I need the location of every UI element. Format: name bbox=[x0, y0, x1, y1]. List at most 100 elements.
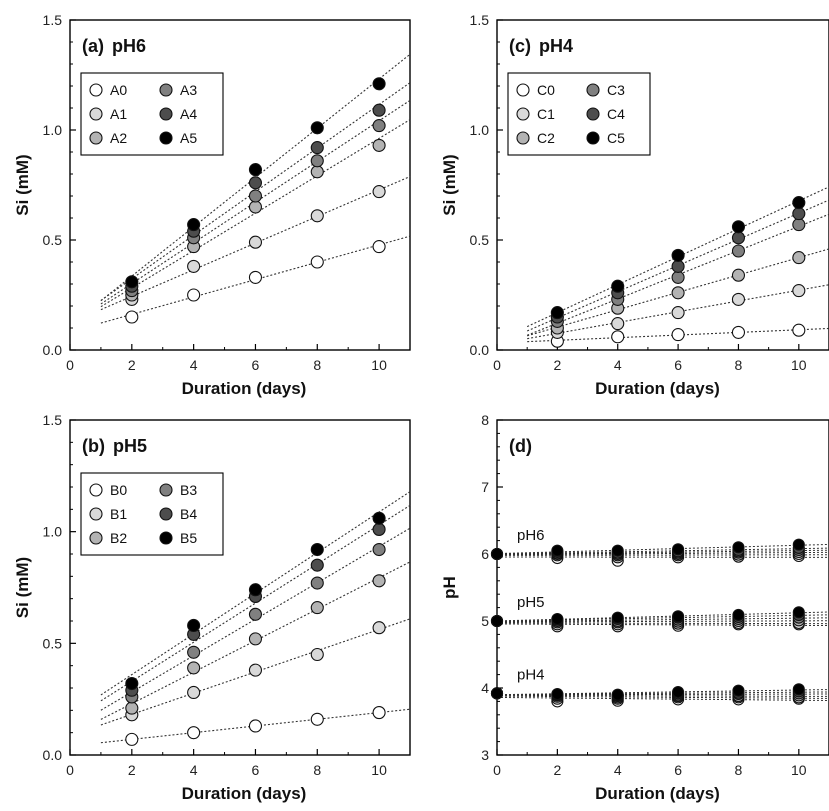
data-point-B2 bbox=[248, 632, 263, 646]
data-point-B4 bbox=[310, 558, 324, 572]
data-point-C5 bbox=[792, 196, 806, 210]
legend-label-A2: A2 bbox=[110, 130, 127, 146]
data-point-C2 bbox=[731, 268, 746, 282]
legend-label-A4: A4 bbox=[180, 106, 197, 122]
panel-title-prefix: (d) bbox=[509, 436, 532, 456]
data-point-A1 bbox=[310, 209, 324, 223]
data-point-B0 bbox=[372, 706, 386, 720]
fit-line-pH5 bbox=[496, 620, 829, 623]
data-point-pH4 bbox=[490, 687, 504, 700]
fit-line-pH6 bbox=[496, 551, 829, 556]
legend-label-A3: A3 bbox=[180, 82, 197, 98]
x-tick-label: 0 bbox=[493, 762, 501, 778]
data-point-C3 bbox=[731, 244, 746, 258]
y-tick-label: 1.0 bbox=[43, 122, 63, 138]
data-point-B3 bbox=[310, 576, 324, 590]
data-point-B0 bbox=[187, 726, 201, 740]
x-tick-label: 10 bbox=[791, 762, 807, 778]
data-point-pH5 bbox=[792, 606, 805, 619]
data-point-C3 bbox=[671, 270, 685, 284]
x-tick-label: 6 bbox=[252, 357, 260, 373]
legend-label-B4: B4 bbox=[180, 506, 197, 522]
data-point-B3 bbox=[372, 542, 386, 557]
data-point-A0 bbox=[310, 255, 324, 269]
fit-line-pH5 bbox=[496, 614, 829, 622]
fit-line-pH5 bbox=[496, 623, 829, 627]
x-axis-title: Duration (days) bbox=[595, 784, 720, 803]
x-tick-label: 0 bbox=[66, 762, 74, 778]
legend-marker-C5 bbox=[586, 131, 600, 145]
data-point-A2 bbox=[372, 138, 386, 152]
data-point-B2 bbox=[125, 701, 139, 715]
data-point-A1 bbox=[248, 235, 263, 249]
panel-title-prefix: (a) bbox=[82, 36, 104, 56]
legend-marker-B2 bbox=[89, 531, 103, 545]
data-point-C0 bbox=[671, 328, 685, 342]
x-tick-label: 0 bbox=[66, 357, 74, 373]
y-tick-label: 1.0 bbox=[470, 122, 490, 138]
data-point-C5 bbox=[731, 220, 746, 234]
y-tick-label: 0.0 bbox=[470, 342, 490, 358]
data-point-pH4 bbox=[672, 685, 685, 699]
data-point-pH6 bbox=[551, 544, 564, 557]
data-point-A2 bbox=[310, 165, 324, 179]
panel-title: (c) pH4 bbox=[509, 36, 573, 56]
data-point-C5 bbox=[550, 306, 564, 320]
panel-title-ph: pH6 bbox=[112, 36, 146, 56]
panel-title: (d) bbox=[509, 436, 532, 456]
legend-label-A0: A0 bbox=[110, 82, 127, 98]
data-point-A5 bbox=[125, 275, 139, 289]
legend-label-B1: B1 bbox=[110, 506, 127, 522]
y-tick-label: 0.0 bbox=[43, 747, 63, 763]
data-point-B3 bbox=[248, 607, 263, 621]
data-point-A0 bbox=[125, 310, 139, 324]
x-tick-label: 10 bbox=[371, 762, 387, 778]
legend-label-B3: B3 bbox=[180, 482, 197, 498]
x-tick-label: 6 bbox=[674, 762, 682, 778]
legend-label-C2: C2 bbox=[537, 130, 555, 146]
data-point-A0 bbox=[248, 270, 263, 284]
data-point-A4 bbox=[372, 103, 386, 117]
data-point-C4 bbox=[792, 207, 806, 221]
x-tick-label: 4 bbox=[190, 762, 198, 778]
data-point-C1 bbox=[792, 284, 806, 298]
fit-line-B1 bbox=[100, 618, 411, 726]
data-point-C0 bbox=[792, 323, 806, 337]
data-point-pH5 bbox=[551, 612, 564, 626]
data-point-A3 bbox=[310, 154, 324, 168]
y-axis-title: Si (mM) bbox=[13, 154, 32, 215]
y-tick-label: 1.5 bbox=[43, 412, 63, 428]
legend-label-C3: C3 bbox=[607, 82, 625, 98]
legend-marker-B0 bbox=[89, 483, 103, 497]
data-point-C1 bbox=[611, 317, 625, 331]
y-tick-label: 6 bbox=[481, 546, 489, 562]
data-point-pH5 bbox=[672, 610, 685, 623]
x-tick-label: 6 bbox=[674, 357, 682, 373]
y-tick-label: 5 bbox=[481, 613, 489, 629]
data-point-C4 bbox=[671, 259, 685, 273]
fit-line-pH4 bbox=[496, 689, 829, 696]
legend-marker-C3 bbox=[586, 83, 600, 97]
x-axis-title: Duration (days) bbox=[182, 784, 307, 803]
data-point-B1 bbox=[372, 621, 386, 635]
fit-line-pH6 bbox=[496, 547, 829, 555]
group-label-pH5: pH5 bbox=[517, 594, 545, 611]
data-point-pH6 bbox=[672, 543, 685, 556]
x-tick-label: 2 bbox=[553, 357, 561, 373]
legend-label-B2: B2 bbox=[110, 530, 127, 546]
data-point-A3 bbox=[248, 189, 263, 203]
data-point-B1 bbox=[310, 647, 324, 662]
legend-label-C4: C4 bbox=[607, 106, 625, 122]
data-point-B5 bbox=[248, 583, 263, 597]
data-point-B5 bbox=[372, 511, 386, 525]
data-point-pH4 bbox=[551, 687, 564, 701]
data-point-A1 bbox=[187, 259, 201, 273]
y-tick-label: 3 bbox=[481, 747, 489, 763]
legend-label-B0: B0 bbox=[110, 482, 127, 498]
data-point-C3 bbox=[792, 218, 806, 232]
data-point-pH5 bbox=[611, 611, 624, 624]
data-point-A2 bbox=[248, 200, 263, 214]
data-point-A3 bbox=[372, 119, 386, 133]
legend-marker-B3 bbox=[159, 483, 173, 497]
x-tick-label: 4 bbox=[614, 357, 622, 373]
